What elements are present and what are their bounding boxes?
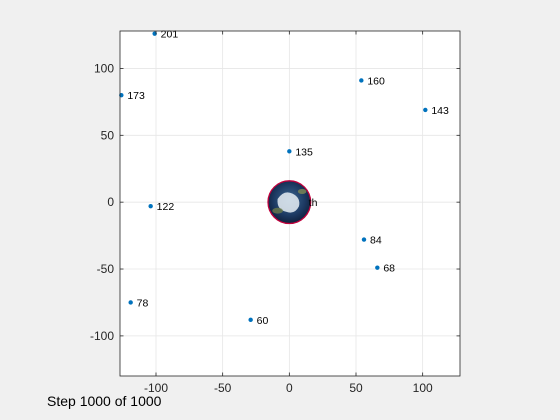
data-point-label: 60 <box>257 315 269 327</box>
data-point <box>128 300 133 305</box>
y-tick-label: -100 <box>90 329 114 343</box>
data-point <box>361 237 367 242</box>
x-tick-label: -100 <box>144 381 168 395</box>
data-point <box>375 265 380 270</box>
x-tick-label: 0 <box>286 381 293 395</box>
data-point-label: 84 <box>370 235 382 247</box>
data-point <box>423 107 428 113</box>
x-tick-label: 50 <box>349 381 363 395</box>
data-points: 201 173 160 143 135 122 84 68 78 60 <box>119 29 449 327</box>
y-tick-label: -50 <box>97 262 115 276</box>
data-point <box>248 317 253 323</box>
central-body: th <box>267 180 318 225</box>
data-point-label: 201 <box>161 29 179 41</box>
data-point-label: 122 <box>157 201 175 213</box>
x-tick-label: -50 <box>214 381 232 395</box>
central-body-label: th <box>309 197 318 209</box>
data-point <box>287 149 292 154</box>
earth-land <box>272 207 283 214</box>
x-tick-label: 100 <box>413 381 433 395</box>
status-text: Step 1000 of 1000 <box>47 393 162 409</box>
y-tick-label: 0 <box>107 195 114 209</box>
data-point-label: 160 <box>367 75 385 87</box>
data-point-label: 78 <box>137 297 149 309</box>
data-point-label: 173 <box>127 90 145 102</box>
data-point-label: 68 <box>383 263 395 275</box>
axis-ticks: -100 -50 0 50 100 -100 -50 0 50 100 <box>90 31 460 395</box>
data-point-label: 135 <box>295 146 313 158</box>
y-tick-label: 50 <box>101 128 115 142</box>
data-point <box>148 203 153 209</box>
earth-land <box>297 188 307 195</box>
axes-box <box>119 30 461 377</box>
y-tick-label: 100 <box>94 61 114 75</box>
earth-ice-cap <box>277 192 300 213</box>
data-point-label: 143 <box>431 105 449 117</box>
data-point <box>359 78 364 83</box>
